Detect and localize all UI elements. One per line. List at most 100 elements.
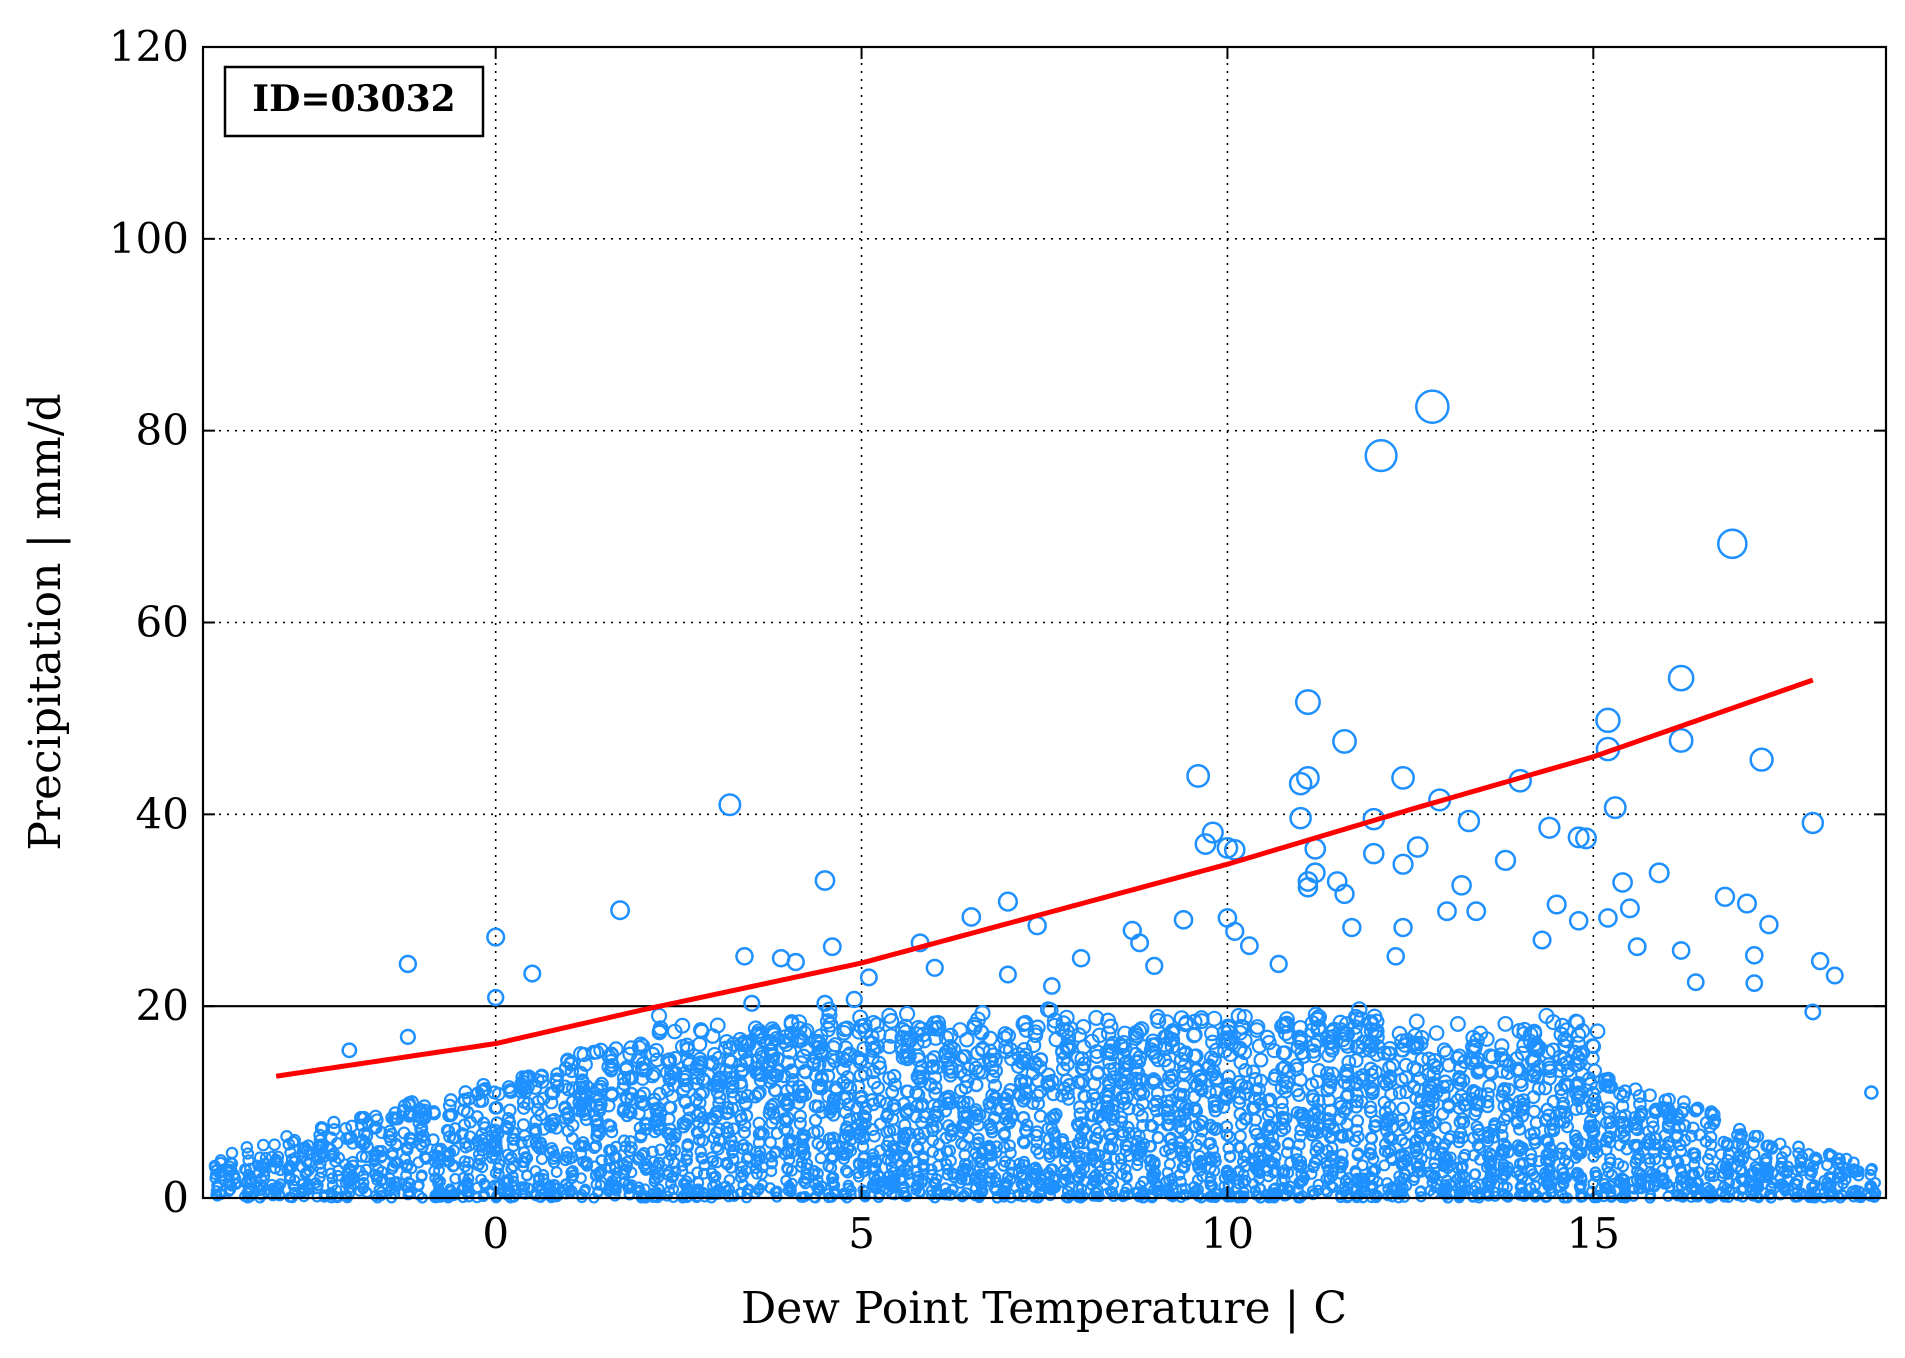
bulk-point <box>968 1060 984 1076</box>
bulk-point <box>1627 1190 1640 1202</box>
bulk-point <box>557 1079 573 1094</box>
data-point <box>1269 954 1288 974</box>
bulk-point <box>793 1116 807 1130</box>
bulk-point <box>1115 1158 1128 1171</box>
bulk-point <box>1335 1128 1349 1142</box>
bulk-point <box>1411 1166 1424 1178</box>
bulk-point <box>1604 1121 1618 1135</box>
bulk-point <box>908 1026 925 1042</box>
bulk-point <box>755 1056 771 1072</box>
data-point <box>814 870 836 891</box>
bulk-point <box>1060 1029 1077 1046</box>
bulk-point <box>1746 1136 1760 1149</box>
bulk-point <box>501 1148 515 1161</box>
bulk-point <box>1307 1161 1320 1174</box>
bulk-point <box>1029 1019 1046 1036</box>
bulk-point <box>1018 1047 1034 1063</box>
bulk-point <box>1627 1175 1640 1188</box>
data-point <box>1612 872 1633 893</box>
data-point <box>961 907 982 927</box>
bulk-point <box>676 1120 691 1134</box>
bulk-point <box>1234 1129 1247 1143</box>
bulk-point <box>1381 1045 1397 1062</box>
bulk-point <box>445 1185 457 1197</box>
bulk-point <box>665 1177 677 1190</box>
bulk-point <box>1646 1120 1660 1134</box>
bulk-point <box>544 1120 558 1134</box>
bulk-point <box>674 1039 691 1055</box>
bulk-point <box>518 1155 531 1169</box>
bulk-point <box>1865 1162 1878 1175</box>
bulk-point <box>1363 1061 1379 1077</box>
bulk-point <box>389 1111 403 1125</box>
data-point <box>1466 901 1487 922</box>
bulk-point <box>1365 1132 1379 1145</box>
bulk-point <box>1203 1050 1219 1066</box>
bulk-point <box>1135 1145 1148 1159</box>
bulk-point <box>1692 1166 1705 1178</box>
bulk-point <box>676 1165 689 1177</box>
bulk-point <box>1116 1128 1130 1142</box>
bulk-point <box>546 1144 560 1158</box>
bulk-point <box>850 1111 865 1126</box>
bulk-point <box>1485 1175 1498 1188</box>
bulk-point <box>1408 1013 1425 1030</box>
bulk-point <box>1406 1060 1422 1076</box>
bulk-point <box>1690 1101 1705 1116</box>
bulk-point <box>211 1181 224 1193</box>
bulk-point <box>442 1098 457 1113</box>
bulk-point <box>444 1108 458 1123</box>
bulk-point <box>426 1105 441 1119</box>
bulk-point <box>1543 1123 1557 1137</box>
bulk-point <box>309 1177 322 1189</box>
bulk-point <box>489 1139 503 1153</box>
bulk-point <box>902 1102 916 1117</box>
bulk-point <box>1663 1156 1676 1169</box>
bulk-point <box>1114 1110 1128 1124</box>
bulk-point <box>1003 1139 1016 1152</box>
y-tick-label: 100 <box>109 214 189 263</box>
bulk-point <box>1349 1165 1362 1178</box>
bulk-point <box>923 1077 938 1093</box>
bulk-point <box>1748 1129 1762 1143</box>
bulk-point <box>1378 1144 1392 1158</box>
bulk-point <box>500 1119 514 1134</box>
bulk-point <box>1259 1029 1276 1046</box>
bulk-point <box>826 1140 840 1154</box>
data-point <box>1194 833 1217 855</box>
bulk-point <box>780 1145 794 1158</box>
bulk-point <box>926 1124 940 1138</box>
data-point <box>1334 883 1355 905</box>
bulk-point <box>1554 1017 1571 1034</box>
bulk-point <box>985 1069 1001 1084</box>
bulk-point <box>1469 1103 1484 1118</box>
bulk-point <box>1777 1165 1790 1178</box>
bulk-point <box>574 1147 588 1160</box>
bulk-point <box>1073 1075 1089 1090</box>
bulk-point <box>616 1104 631 1119</box>
bulk-point <box>1452 1135 1466 1149</box>
bulk-point <box>1104 1127 1118 1141</box>
highlighted-points-layer <box>341 389 1879 1100</box>
bulk-point <box>705 1167 718 1180</box>
bulk-point <box>939 1182 952 1194</box>
bulk-point <box>997 1159 1010 1172</box>
bulk-point <box>856 1109 871 1123</box>
bulk-point <box>808 1113 823 1127</box>
bulk-point <box>634 1038 651 1054</box>
data-point <box>1451 874 1472 896</box>
bulk-point <box>929 1020 946 1037</box>
bulk-point <box>1396 1101 1410 1116</box>
data-point <box>1437 901 1457 922</box>
bulk-point <box>1025 1037 1042 1054</box>
bulk-point <box>592 1167 605 1180</box>
bulk-point <box>1732 1122 1747 1136</box>
bulk-point <box>1046 1109 1061 1123</box>
bulk-point <box>588 1141 601 1155</box>
bulk-point <box>899 1190 911 1202</box>
bulk-point <box>1734 1164 1747 1177</box>
bulk-point <box>267 1182 279 1195</box>
bulk-point <box>1305 1043 1322 1059</box>
bulk-point <box>1071 1137 1085 1150</box>
bulk-point <box>1571 1085 1586 1100</box>
